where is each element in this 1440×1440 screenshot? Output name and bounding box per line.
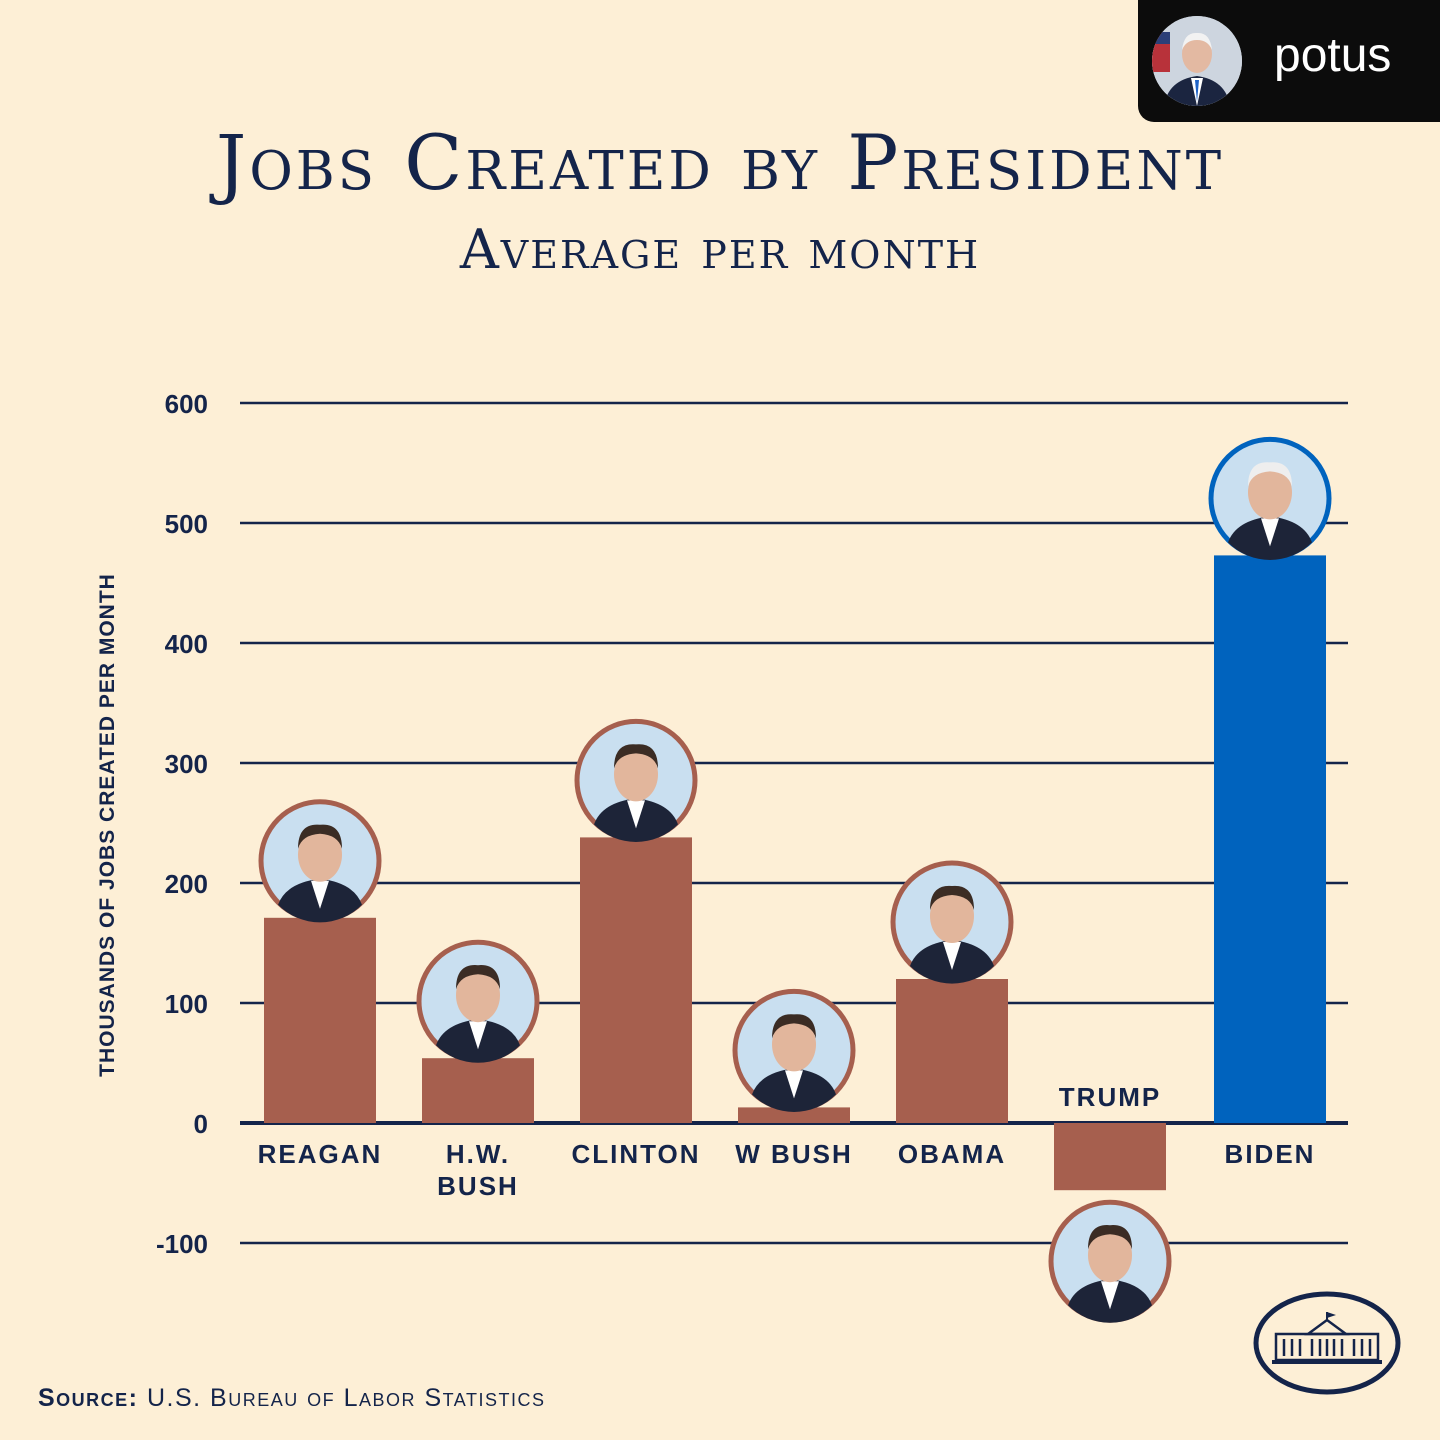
account-badge[interactable]: potus bbox=[1138, 0, 1440, 122]
portrait-face bbox=[930, 889, 974, 943]
portrait-face bbox=[772, 1017, 816, 1072]
chart-title: Jobs Created by President bbox=[215, 118, 1225, 207]
y-tick-label: 100 bbox=[165, 989, 208, 1019]
portrait-face bbox=[1088, 1228, 1132, 1283]
portrait-shirt bbox=[785, 1070, 803, 1099]
portrait-icon bbox=[732, 988, 856, 1112]
y-tick-label: 200 bbox=[165, 869, 208, 899]
portrait-face bbox=[1248, 465, 1292, 520]
category-label: W Bush bbox=[735, 1139, 852, 1169]
portrait-shirt bbox=[943, 942, 961, 970]
portrait-hair bbox=[456, 965, 500, 990]
portrait-shirt bbox=[1101, 1281, 1119, 1310]
source-note: Source: U.S. Bureau of Labor Statistics bbox=[38, 1384, 545, 1413]
portrait-hair bbox=[1248, 462, 1292, 487]
portrait-shirt bbox=[311, 880, 329, 909]
bar-trump bbox=[1054, 1123, 1166, 1191]
white-house-icon bbox=[1253, 1291, 1401, 1395]
category-label: Reagan bbox=[258, 1139, 383, 1169]
source-text: U.S. Bureau of Labor Statistics bbox=[146, 1384, 546, 1412]
category-label: Clinton bbox=[571, 1139, 700, 1169]
y-tick-label: 600 bbox=[165, 389, 208, 419]
category-label: H.W. bbox=[446, 1139, 510, 1169]
portrait-hair bbox=[1088, 1225, 1132, 1250]
portrait-face bbox=[614, 747, 658, 802]
category-label: Obama bbox=[898, 1139, 1006, 1169]
portrait-icon bbox=[574, 718, 698, 842]
portrait-shirt bbox=[469, 1021, 487, 1050]
avatar bbox=[1152, 16, 1242, 106]
portrait-hair bbox=[772, 1014, 816, 1039]
category-label: Trump bbox=[1059, 1082, 1161, 1112]
bar-h-w-bush bbox=[422, 1058, 534, 1123]
bar-w-bush bbox=[738, 1107, 850, 1123]
portrait-icon bbox=[1048, 1199, 1172, 1323]
chart-subtitle: Average per month bbox=[459, 218, 981, 281]
source-label: Source: bbox=[38, 1384, 139, 1412]
y-tick-label: 500 bbox=[165, 509, 208, 539]
portrait-face bbox=[298, 827, 342, 882]
y-tick-label: 0 bbox=[194, 1109, 208, 1139]
portrait-icon bbox=[258, 799, 382, 923]
y-tick-label: -100 bbox=[156, 1229, 208, 1259]
bar-clinton bbox=[580, 837, 692, 1123]
category-label: Biden bbox=[1225, 1139, 1316, 1169]
portrait-icon bbox=[416, 939, 540, 1063]
bar-obama bbox=[896, 979, 1008, 1123]
bar-biden bbox=[1214, 555, 1326, 1123]
portrait-hair bbox=[298, 824, 342, 849]
y-axis-label: Thousands of Jobs Created per Month bbox=[96, 573, 119, 1077]
portrait-shirt bbox=[627, 800, 645, 829]
portrait-face bbox=[456, 968, 500, 1023]
portrait-hair bbox=[930, 885, 974, 910]
bar-reagan bbox=[264, 917, 376, 1123]
portrait-icon bbox=[890, 860, 1014, 984]
portrait-hair bbox=[614, 744, 658, 769]
username: potus bbox=[1274, 29, 1392, 82]
category-label: Bush bbox=[437, 1171, 519, 1201]
portrait-icon bbox=[1208, 436, 1332, 560]
portrait-shirt bbox=[1261, 518, 1279, 547]
y-tick-label: 300 bbox=[165, 749, 208, 779]
y-tick-label: 400 bbox=[165, 629, 208, 659]
